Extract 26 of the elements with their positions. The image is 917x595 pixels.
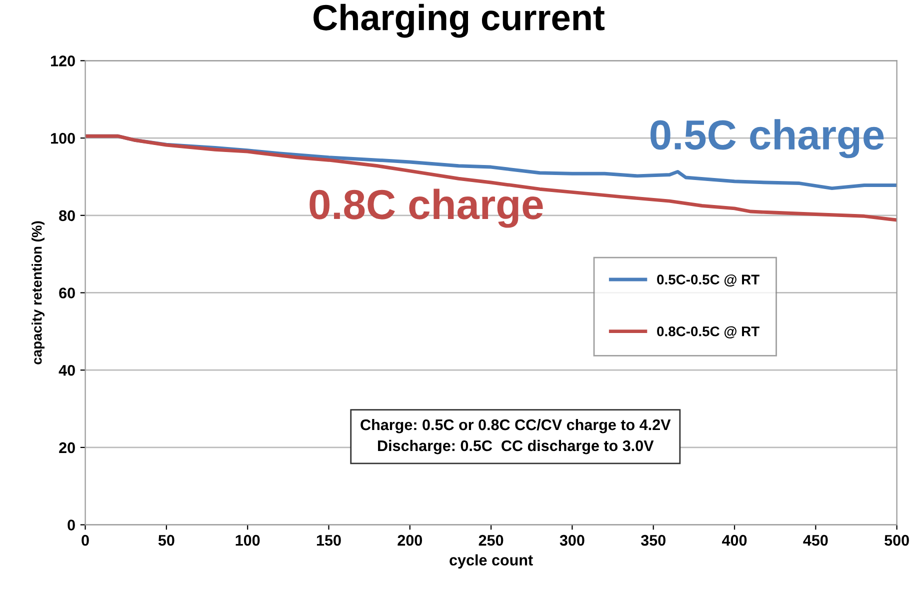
x-tick-label: 400	[722, 534, 747, 546]
annotation: 0.8C charge	[310, 188, 543, 228]
y-tick-label: 80	[59, 210, 75, 222]
x-tick-label: 450	[803, 534, 828, 546]
y-tick-label: 100	[51, 132, 75, 144]
y-tick-label: 60	[59, 288, 75, 298]
chart-title: Charging current	[314, 4, 605, 38]
x-tick-label: 200	[398, 534, 422, 546]
legend-label: 0.8C-0.5C @ RT	[657, 326, 760, 338]
x-tick-label: 300	[560, 534, 584, 546]
x-tick-label: 350	[640, 534, 666, 546]
x-axis-title: cycle count	[450, 554, 533, 569]
y-tick-label: 40	[58, 364, 75, 376]
legend-label: 0.5C-0.5C @ RT	[657, 274, 760, 287]
x-tick-label: 150	[316, 534, 341, 546]
y-axis-title: capacity retention (%)	[32, 221, 45, 364]
annotation: Charge: 0.5C or 0.8C CC/CV charge to 4.2V Discharge: 0.5C CC discharge to 3.0V	[360, 418, 671, 454]
x-tick-label: 50	[158, 534, 174, 546]
y-tick-label: 120	[51, 56, 75, 66]
x-tick-label: 250	[478, 534, 504, 546]
annotation: 0.5C charge	[650, 119, 884, 158]
y-tick-label: 0	[68, 520, 75, 530]
x-tick-label: 0	[82, 534, 89, 546]
x-tick-label: 100	[236, 534, 260, 546]
x-tick-label: 500	[884, 534, 909, 546]
y-tick-label: 20	[59, 442, 75, 454]
